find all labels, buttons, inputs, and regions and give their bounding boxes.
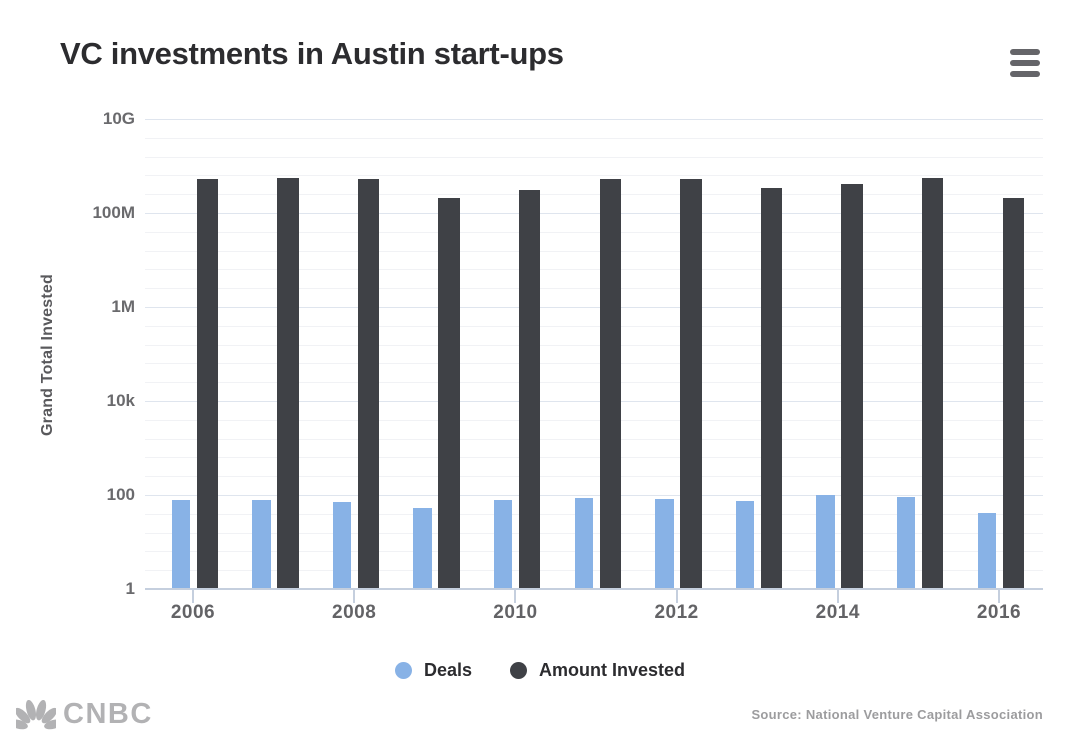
y-tick-label: 10k xyxy=(106,391,135,410)
bar-amount-invested-2012[interactable] xyxy=(680,178,702,589)
gridline-major xyxy=(145,119,1043,120)
x-tick-label: 2006 xyxy=(170,602,216,623)
gridline-minor xyxy=(145,344,1043,346)
gridline-minor xyxy=(145,231,1043,233)
x-tick-mark xyxy=(192,589,194,603)
bar-deals-2013[interactable] xyxy=(735,500,755,589)
x-axis-line xyxy=(145,588,1043,590)
gridline-major xyxy=(145,213,1043,214)
gridline-minor xyxy=(145,570,1043,572)
x-tick-label: 2014 xyxy=(815,602,860,623)
bar-deals-2015[interactable] xyxy=(896,497,916,589)
bar-amount-invested-2016[interactable] xyxy=(1002,197,1024,589)
brand-name: CNBC xyxy=(63,697,153,730)
hamburger-menu-icon[interactable] xyxy=(1010,49,1040,82)
legend-item-amount-invested[interactable]: Amount Invested xyxy=(510,660,685,681)
bar-amount-invested-2014[interactable] xyxy=(841,184,863,589)
y-tick-label: 1M xyxy=(111,297,135,316)
gridline-minor xyxy=(145,476,1043,478)
x-tick-label: 2012 xyxy=(654,602,699,623)
legend: Deals Amount Invested xyxy=(0,660,1080,681)
x-tick-label: 2010 xyxy=(493,602,538,623)
legend-label-deals: Deals xyxy=(423,660,473,680)
bar-deals-2008[interactable] xyxy=(332,501,352,589)
bar-deals-2011[interactable] xyxy=(574,498,593,589)
page-title: VC investments in Austin start-ups xyxy=(60,36,564,71)
hamburger-bar xyxy=(1010,71,1040,77)
legend-label-amount-invested: Amount Invested xyxy=(539,660,686,680)
bar-deals-2007[interactable] xyxy=(252,499,271,589)
gridline-minor xyxy=(145,551,1043,553)
gridline-minor xyxy=(145,363,1043,365)
bar-deals-2010[interactable] xyxy=(493,500,513,589)
peacock-icon xyxy=(16,699,56,730)
legend-item-deals[interactable]: Deals xyxy=(394,660,473,681)
x-tick-mark xyxy=(998,589,1000,603)
gridline-major xyxy=(145,401,1043,402)
gridline-minor xyxy=(145,457,1043,459)
gridline-minor xyxy=(145,288,1043,290)
gridline-minor xyxy=(145,269,1043,271)
cnbc-logo: CNBC xyxy=(16,697,153,731)
x-tick-mark xyxy=(836,589,839,603)
y-tick-label: 1 xyxy=(125,579,135,598)
bar-amount-invested-2007[interactable] xyxy=(277,177,299,589)
gridline-minor xyxy=(145,137,1043,139)
hamburger-bar xyxy=(1010,49,1040,55)
gridline-minor xyxy=(145,438,1043,440)
gridline-minor xyxy=(145,250,1043,252)
x-tick-mark xyxy=(675,589,678,603)
y-tick-label: 100 xyxy=(106,485,135,504)
deals-series-marker-icon xyxy=(394,662,412,679)
bar-deals-2009[interactable] xyxy=(413,507,432,589)
bar-amount-invested-2011[interactable] xyxy=(599,178,621,589)
bar-deals-2014[interactable] xyxy=(816,495,835,589)
amount-invested-series-marker-icon xyxy=(510,662,528,679)
x-tick-label: 2008 xyxy=(332,602,377,623)
gridline-minor xyxy=(145,382,1043,384)
gridline-minor xyxy=(145,194,1043,196)
gridline-major xyxy=(145,495,1043,496)
x-tick-mark xyxy=(353,589,356,603)
x-tick-mark xyxy=(514,589,517,603)
bar-deals-2006[interactable] xyxy=(171,499,190,589)
gridline-minor xyxy=(145,513,1043,515)
bar-amount-invested-2010[interactable] xyxy=(518,189,541,589)
bar-deals-2012[interactable] xyxy=(655,499,674,589)
bar-amount-invested-2015[interactable] xyxy=(921,177,944,589)
bar-amount-invested-2009[interactable] xyxy=(438,197,460,589)
hamburger-bar xyxy=(1010,60,1040,66)
gridline-minor xyxy=(145,175,1043,177)
y-tick-label: 100M xyxy=(92,203,135,222)
bar-deals-2016[interactable] xyxy=(977,512,996,589)
gridline-minor xyxy=(145,419,1043,421)
source-attribution: Source: National Venture Capital Associa… xyxy=(751,707,1043,722)
bar-amount-invested-2008[interactable] xyxy=(357,178,380,589)
gridline-minor xyxy=(145,156,1043,158)
gridline-minor xyxy=(145,325,1043,327)
y-tick-label: 10G xyxy=(102,109,135,128)
bar-amount-invested-2013[interactable] xyxy=(760,188,783,589)
gridline-major xyxy=(145,307,1043,308)
bar-amount-invested-2006[interactable] xyxy=(196,179,218,589)
gridline-minor xyxy=(145,532,1043,534)
x-tick-label: 2016 xyxy=(976,602,1022,623)
